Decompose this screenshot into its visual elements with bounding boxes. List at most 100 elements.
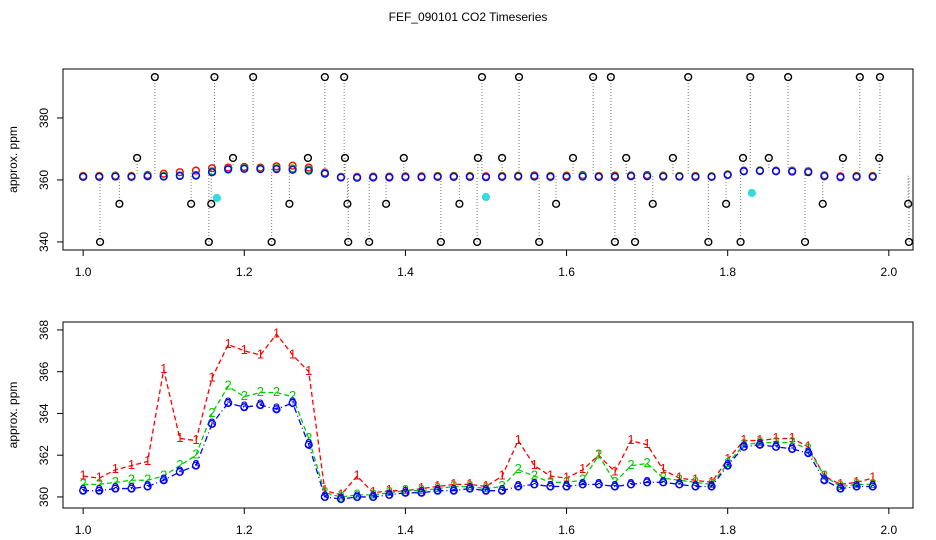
point xyxy=(369,492,378,502)
point-symbol: 3 xyxy=(756,436,763,451)
point xyxy=(175,168,184,177)
point xyxy=(436,237,445,247)
x-tick-label: 1.0 xyxy=(75,523,92,537)
point-symbol: 3 xyxy=(176,463,183,478)
point-symbol: 1 xyxy=(241,342,248,357)
point xyxy=(336,173,346,182)
point-symbol: 1 xyxy=(337,486,344,501)
point-symbol: 3 xyxy=(370,488,377,503)
point-symbol: 2 xyxy=(160,467,167,482)
point xyxy=(143,172,152,181)
point xyxy=(875,72,885,82)
point xyxy=(303,153,313,163)
point-symbol: 2 xyxy=(821,467,828,482)
point xyxy=(610,482,619,491)
point xyxy=(320,72,329,82)
point xyxy=(191,171,201,180)
point-symbol: 2 xyxy=(595,447,602,462)
point xyxy=(721,199,731,208)
point-symbol: 2 xyxy=(176,457,183,472)
point xyxy=(399,153,408,163)
point xyxy=(133,153,142,163)
point xyxy=(365,237,374,247)
point xyxy=(111,172,120,181)
y-tick-label: 360 xyxy=(37,487,51,507)
point-symbol: 1 xyxy=(821,467,828,482)
point-symbol: 2 xyxy=(257,384,264,399)
point xyxy=(344,237,353,247)
point-symbol: 1 xyxy=(498,467,505,482)
point xyxy=(111,484,120,493)
point-symbol: 3 xyxy=(498,482,505,497)
point xyxy=(95,172,104,181)
point xyxy=(648,199,657,208)
point-symbol: 3 xyxy=(563,478,570,493)
point xyxy=(417,173,426,182)
point-symbol: 3 xyxy=(644,474,651,489)
point xyxy=(228,153,238,163)
point xyxy=(497,153,507,163)
point xyxy=(594,480,603,489)
point xyxy=(736,237,745,247)
point-symbol: 3 xyxy=(676,476,683,491)
point-symbol: 1 xyxy=(837,476,844,491)
point xyxy=(191,166,201,175)
point-symbol: 3 xyxy=(192,457,199,472)
point xyxy=(610,172,619,181)
point-symbol: 1 xyxy=(386,482,393,497)
point xyxy=(659,172,668,181)
y-tick-label: 362 xyxy=(37,445,51,465)
point xyxy=(904,199,913,208)
point xyxy=(610,237,619,247)
point-symbol: 3 xyxy=(208,415,215,430)
x-tick-label: 2.0 xyxy=(880,523,897,537)
point-symbol: 2 xyxy=(208,405,215,420)
point-symbol: 1 xyxy=(611,463,618,478)
point-symbol: 3 xyxy=(724,457,731,472)
x-tick-label: 1.8 xyxy=(719,523,736,537)
point xyxy=(551,199,561,208)
point xyxy=(868,482,877,491)
point xyxy=(285,199,294,208)
point xyxy=(433,172,442,181)
point xyxy=(288,165,297,174)
point xyxy=(852,172,861,181)
point-symbol: 1 xyxy=(450,476,457,491)
point xyxy=(352,492,362,502)
point-symbol: 2 xyxy=(660,470,667,485)
point xyxy=(578,480,587,489)
point-symbol: 3 xyxy=(402,484,409,499)
point-symbol: 1 xyxy=(160,361,167,376)
point-symbol: 3 xyxy=(611,478,618,493)
point xyxy=(691,482,700,491)
point-symbol: 1 xyxy=(225,336,232,351)
point xyxy=(481,173,491,182)
point-symbol: 1 xyxy=(805,438,812,453)
point xyxy=(272,405,281,414)
point xyxy=(771,442,781,451)
point xyxy=(630,237,640,247)
point xyxy=(127,484,136,493)
point xyxy=(369,173,378,182)
point-symbol: 3 xyxy=(96,482,103,497)
point-symbol: 3 xyxy=(547,478,554,493)
point-symbol: 3 xyxy=(821,472,828,487)
point-symbol: 3 xyxy=(805,445,812,460)
point xyxy=(562,172,571,181)
point xyxy=(210,72,219,82)
point xyxy=(668,153,678,163)
x-tick-label: 1.6 xyxy=(558,265,575,279)
point xyxy=(738,153,748,163)
point xyxy=(868,172,877,181)
x-tick-label: 1.6 xyxy=(558,523,575,537)
point xyxy=(514,72,524,82)
point xyxy=(691,172,700,181)
point xyxy=(788,167,797,176)
point-symbol: 2 xyxy=(112,474,119,489)
point-symbol: 3 xyxy=(595,476,602,491)
point-symbol: 3 xyxy=(853,478,860,493)
series-line xyxy=(83,402,873,500)
point-symbol: 1 xyxy=(321,482,328,497)
point xyxy=(385,490,394,499)
point xyxy=(340,153,350,163)
